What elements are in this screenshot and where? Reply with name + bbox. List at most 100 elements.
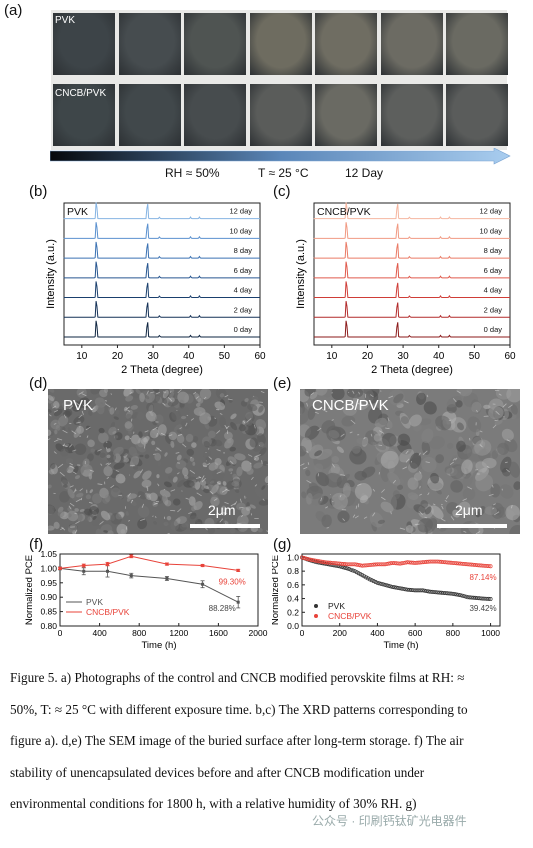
sem-grain bbox=[130, 434, 141, 445]
x-tick-label: 400 bbox=[93, 628, 107, 638]
sem-grain bbox=[230, 421, 238, 431]
sem-grain bbox=[228, 468, 234, 472]
sem-grain bbox=[48, 469, 55, 475]
data-point bbox=[349, 567, 353, 572]
x-tick-label: 10 bbox=[76, 351, 88, 362]
sem-grain-boundary bbox=[100, 463, 103, 466]
sem-grain-boundary bbox=[97, 448, 102, 452]
sem-grain bbox=[71, 401, 82, 412]
sem-grain bbox=[180, 415, 187, 420]
sem-grain-boundary bbox=[209, 490, 214, 495]
sem-grain-boundary bbox=[160, 432, 166, 436]
sem-grain-boundary bbox=[486, 465, 490, 468]
data-point bbox=[469, 595, 474, 600]
sem-grain-boundary bbox=[254, 458, 256, 461]
data-point bbox=[405, 587, 410, 592]
sem-grain-boundary bbox=[156, 392, 160, 395]
sem-grain bbox=[249, 504, 256, 509]
sem-grain-boundary bbox=[182, 443, 187, 448]
sem-grain bbox=[76, 492, 84, 498]
sem-grain-boundary bbox=[358, 391, 360, 395]
data-point bbox=[467, 562, 472, 567]
xrd-trace bbox=[63, 202, 260, 220]
sem-grain bbox=[50, 419, 61, 430]
data-point bbox=[416, 560, 421, 565]
sem-grain bbox=[354, 483, 372, 501]
xrd-chart-cncb-pvk: 0 day 2 day 4 day 6 day 8 day 10 day 12 day CNC… bbox=[295, 202, 516, 376]
data-point bbox=[454, 561, 459, 566]
sem-grain-boundary bbox=[99, 521, 104, 525]
sem-grain-boundary bbox=[185, 497, 189, 500]
data-point bbox=[475, 596, 480, 601]
sem-grain-boundary bbox=[170, 489, 176, 492]
panel-g-label: (g) bbox=[273, 536, 292, 553]
sem-grain bbox=[79, 508, 85, 512]
data-point bbox=[352, 569, 357, 574]
xrd-trace-label: 10 day bbox=[229, 226, 252, 235]
y-tick-label: 1.0 bbox=[287, 552, 299, 562]
sem-grain bbox=[82, 458, 90, 468]
data-point bbox=[437, 590, 442, 595]
sem-grain bbox=[392, 490, 401, 500]
data-point bbox=[409, 560, 414, 565]
plot-frame bbox=[63, 202, 261, 346]
film-photo bbox=[380, 13, 443, 75]
sem-grain bbox=[110, 487, 121, 498]
sem-grain-boundary bbox=[68, 505, 72, 510]
data-point bbox=[437, 559, 442, 564]
data-point bbox=[399, 561, 404, 566]
sem-grain bbox=[380, 465, 390, 483]
scale-bar-pvk bbox=[190, 524, 260, 528]
sem-grain bbox=[195, 402, 201, 408]
sem-grain bbox=[245, 412, 254, 421]
plot-frame bbox=[59, 553, 259, 627]
sem-grain bbox=[258, 499, 268, 506]
sem-grain bbox=[214, 457, 222, 466]
sem-grain bbox=[382, 432, 397, 447]
sem-grain bbox=[409, 452, 422, 469]
data-point bbox=[416, 588, 421, 593]
sem-grain bbox=[455, 400, 463, 408]
sem-grain bbox=[90, 389, 101, 395]
sem-grain-boundary bbox=[195, 476, 201, 479]
sem-grain-boundary bbox=[452, 457, 456, 461]
sem-grain-boundary bbox=[144, 444, 146, 449]
sem-grain bbox=[169, 397, 175, 403]
data-point bbox=[426, 589, 431, 594]
stability-chart-g: 0.0 0.2 0.4 0.6 0.8 1.0 0 200 400 600 800 1000 Time … bbox=[272, 552, 501, 651]
sem-grain bbox=[456, 440, 466, 452]
sem-grain-boundary bbox=[130, 418, 133, 422]
y-tick-label: 0.95 bbox=[40, 578, 57, 588]
sem-grain-boundary bbox=[254, 484, 258, 487]
sem-grain-boundary bbox=[141, 503, 145, 508]
sem-grain bbox=[449, 464, 465, 480]
xrd-trace bbox=[63, 281, 260, 299]
data-point bbox=[464, 562, 469, 567]
sem-grain-boundary bbox=[181, 490, 183, 492]
data-point bbox=[467, 595, 472, 600]
sem-grain bbox=[231, 481, 240, 487]
sem-grain bbox=[260, 465, 267, 472]
sem-grain bbox=[180, 420, 190, 429]
sem-grain-boundary bbox=[88, 405, 91, 408]
sem-grain bbox=[206, 484, 218, 493]
sem-grain bbox=[475, 473, 494, 492]
sem-grain-boundary bbox=[192, 391, 197, 395]
sem-grain-boundary bbox=[357, 402, 363, 406]
film-photo bbox=[184, 13, 246, 75]
film-photo bbox=[446, 13, 508, 75]
sem-grain-boundary bbox=[74, 488, 77, 492]
sem-grain bbox=[104, 494, 111, 503]
temperature-condition: T ≈ 25 °C bbox=[258, 166, 309, 180]
sem-grain-boundary bbox=[81, 410, 84, 415]
sem-grain bbox=[103, 465, 113, 477]
sem-grain bbox=[53, 521, 60, 529]
sem-grain-boundary bbox=[260, 390, 265, 394]
sem-grain-boundary bbox=[75, 521, 80, 525]
sem-grain bbox=[164, 452, 168, 457]
sem-grain bbox=[424, 518, 438, 534]
data-point bbox=[324, 560, 329, 565]
sem-grain-boundary bbox=[81, 393, 87, 397]
data-point bbox=[129, 574, 133, 578]
panel-c-label: (c) bbox=[273, 183, 291, 200]
